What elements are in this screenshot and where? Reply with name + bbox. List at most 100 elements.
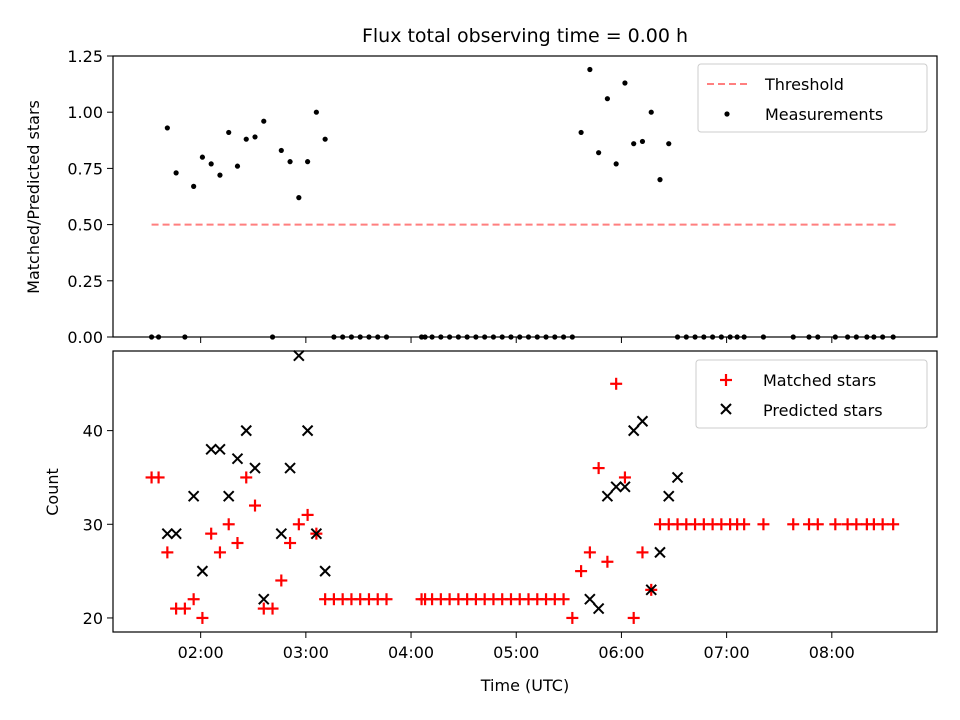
matched-star-point — [266, 602, 279, 615]
top-legend-box — [697, 63, 928, 133]
matched-star-point — [275, 574, 288, 587]
measurement-point — [208, 161, 214, 167]
measurement-point — [199, 154, 206, 160]
matched-star-point — [292, 518, 305, 531]
predicted-star-point — [645, 584, 657, 596]
bottom-x-axis-label: Time (UTC) — [480, 676, 569, 695]
predicted-star-point — [249, 462, 261, 474]
legend-predicted-swatch — [720, 403, 732, 415]
matched-star-point — [187, 593, 200, 606]
measurement-point — [226, 129, 232, 136]
legend-matched-swatch — [720, 374, 732, 386]
predicted-star-point — [584, 593, 596, 605]
matched-star-point — [284, 537, 297, 550]
predicted-star-point — [196, 565, 209, 577]
measurement-point — [657, 177, 663, 183]
matched-star-point — [301, 508, 314, 521]
matched-star-point — [240, 471, 253, 484]
predicted-star-point — [319, 565, 331, 577]
top-y-axis-label: Matched/Predicted stars — [24, 100, 43, 294]
matched-star-point — [787, 518, 800, 531]
matched-star-point — [249, 499, 262, 512]
matched-star-point — [618, 471, 631, 484]
top-y-tick-label: 0.25 — [67, 272, 103, 291]
matched-star-point — [178, 602, 191, 615]
measurement-point — [666, 141, 672, 147]
measurement-point — [191, 183, 197, 189]
bottom-legend-box — [695, 359, 928, 429]
predicted-star-point — [636, 415, 649, 427]
bottom-x-tick-label: 08:00 — [809, 643, 855, 662]
top-plot-area — [148, 66, 897, 340]
top-y-tick-label: 0.50 — [67, 216, 103, 235]
measurement-point — [234, 163, 241, 169]
predicted-star-point — [293, 349, 305, 362]
top-y-tick-label: 0.00 — [67, 328, 103, 347]
matched-star-point — [610, 377, 623, 390]
predicted-star-point — [610, 481, 622, 493]
bottom-x-tick-label: 07:00 — [704, 643, 750, 662]
bottom-y-tick-label: 20 — [83, 609, 103, 628]
measurement-point — [596, 150, 602, 156]
matched-star-point — [592, 462, 605, 475]
bottom-legend: Matched stars Predicted stars — [695, 359, 928, 429]
measurement-point — [313, 109, 319, 115]
measurement-point — [173, 170, 179, 176]
matched-star-point — [557, 593, 570, 606]
predicted-star-point — [187, 490, 200, 502]
predicted-star-point — [284, 462, 296, 474]
predicted-star-point — [205, 443, 217, 456]
matched-star-point — [811, 518, 824, 531]
measurement-point — [217, 172, 223, 178]
matched-star-point — [636, 546, 649, 559]
predicted-star-point — [619, 481, 631, 493]
measurement-point — [622, 80, 628, 86]
measurement-point — [639, 138, 646, 145]
bottom-axes-frame — [112, 350, 938, 633]
bottom-y-tick-label: 30 — [83, 515, 103, 534]
matched-star-point — [152, 471, 165, 484]
measurement-point — [305, 159, 311, 165]
matched-star-point — [738, 518, 751, 531]
measurement-point — [578, 129, 584, 136]
legend-measurements-label: Measurements — [765, 105, 883, 124]
matched-star-point — [380, 593, 393, 606]
predicted-star-point — [223, 490, 235, 502]
matched-star-point — [575, 565, 588, 578]
matched-star-point — [231, 537, 244, 550]
bottom-plot-area — [145, 349, 900, 624]
measurement-point — [648, 109, 654, 115]
predicted-star-point — [671, 471, 684, 484]
predicted-star-point — [601, 490, 614, 502]
bottom-y-axis-label: Count — [43, 468, 62, 516]
top-legend: Threshold Measurements — [697, 63, 928, 133]
matched-star-point — [583, 546, 596, 559]
measurement-point — [613, 161, 619, 167]
matched-star-point — [566, 611, 579, 624]
predicted-star-point — [275, 527, 288, 540]
bottom-x-tick-label: 02:00 — [178, 643, 224, 662]
legend-measurements-swatch — [724, 111, 730, 117]
measurement-point — [252, 134, 258, 140]
measurement-point — [287, 159, 293, 165]
predicted-star-point — [214, 443, 226, 456]
legend-threshold-label: Threshold — [764, 75, 844, 94]
predicted-star-point — [240, 424, 252, 437]
measurement-point — [261, 118, 267, 124]
matched-star-point — [757, 518, 770, 531]
top-y-tick-label: 0.75 — [67, 159, 103, 178]
measurement-point — [604, 96, 611, 102]
measurement-point — [243, 136, 249, 142]
legend-matched-label: Matched stars — [763, 371, 876, 390]
predicted-star-point — [627, 424, 640, 437]
predicted-star-point — [654, 546, 666, 559]
measurement-point — [296, 195, 302, 201]
predicted-star-point — [592, 602, 605, 615]
top-chart: 0.00 0.25 0.50 0.75 1.00 1.25 Matched/Predict… — [24, 47, 938, 347]
predicted-star-point — [170, 527, 182, 540]
matched-star-point — [213, 546, 226, 559]
measurement-point — [631, 141, 637, 147]
top-chart-title: Flux total observing time = 0.00 h — [362, 25, 688, 47]
legend-predicted-label: Predicted stars — [763, 401, 883, 420]
matched-star-point — [205, 527, 218, 540]
